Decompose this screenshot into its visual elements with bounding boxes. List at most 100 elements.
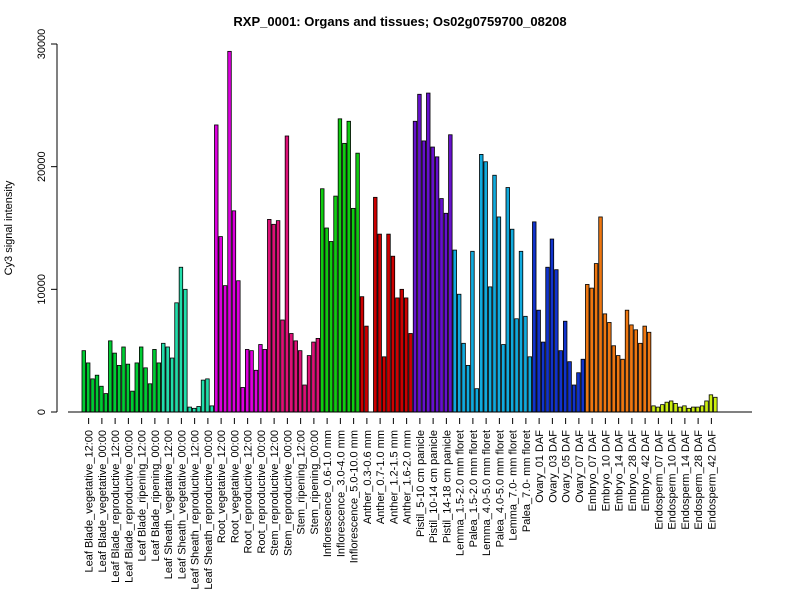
- bar: [598, 216, 603, 413]
- x-tick-label: Anther_1.2-1.5 mm: [388, 430, 400, 524]
- x-tick-label: Palea_4.0-5.0 mm floret: [494, 430, 506, 547]
- x-tick-label: Anther_1.6-2.0 mm: [402, 430, 414, 524]
- bar: [470, 250, 475, 413]
- x-tick-label: Endosperm_07 DAF: [653, 430, 665, 530]
- bar: [540, 341, 546, 413]
- bar: [624, 309, 630, 413]
- bar: [333, 195, 338, 413]
- bar: [660, 404, 665, 413]
- chart-title: RXP_0001: Organs and tissues; Os02g07597…: [233, 14, 566, 29]
- bar: [214, 124, 219, 413]
- bar: [518, 250, 524, 413]
- bar: [156, 362, 162, 413]
- bar: [134, 362, 139, 413]
- bar: [426, 92, 431, 413]
- bar: [404, 297, 409, 413]
- x-tick-label: Palea_7.0- mm floret: [521, 430, 533, 532]
- bar: [408, 333, 413, 413]
- x-tick-label: Embryo_42 DAF: [640, 430, 652, 512]
- bar: [284, 135, 290, 413]
- bar: [686, 407, 692, 413]
- x-tick-label: Endosperm_14 DAF: [680, 430, 692, 530]
- bar: [81, 350, 86, 413]
- x-axis: Leaf Blade_vegetative_12:00 Leaf Blade_ve…: [68, 411, 752, 590]
- x-tick-label: Leaf Sheath_vegetative_00:00: [176, 430, 188, 579]
- bar: [532, 221, 537, 413]
- bar: [381, 356, 387, 413]
- x-tick-label: Stem_ripening_12:00: [296, 430, 308, 535]
- x-tick-label: Leaf Blade_reproductive_00:00: [123, 430, 135, 583]
- x-tick-label: Lemma_4.0-5.0 mm floret: [481, 430, 493, 556]
- bar: [99, 385, 104, 413]
- bar: [536, 309, 541, 413]
- bar: [86, 362, 91, 413]
- x-tick-label: Endosperm_10 DAF: [667, 430, 679, 530]
- bar: [510, 228, 515, 413]
- bar: [633, 329, 639, 413]
- x-tick-label: Palea_1.5-2.0 mm floret: [468, 430, 480, 547]
- bar: [258, 344, 263, 413]
- bar: [505, 187, 510, 413]
- bar: [205, 378, 210, 413]
- x-tick-label: Stem_ripening_00:00: [309, 430, 321, 535]
- bar: [638, 342, 643, 413]
- bar: [373, 196, 378, 413]
- bar: [421, 140, 427, 413]
- bar: [461, 342, 466, 413]
- y-tick-label: 20000: [36, 151, 48, 182]
- bar: [196, 406, 201, 413]
- bar: [324, 227, 329, 413]
- x-tick-label: Root_reproductive_12:00: [243, 430, 255, 554]
- bar: [616, 355, 621, 413]
- bar: [514, 318, 519, 413]
- bar: [315, 337, 321, 413]
- x-tick-label: Root_vegetative_00:00: [229, 430, 241, 543]
- bar: [351, 207, 356, 413]
- x-tick-label: Leaf Sheath_reproductive_00:00: [203, 430, 215, 590]
- bar: [121, 346, 126, 413]
- bar: [253, 369, 259, 413]
- bar: [275, 220, 281, 413]
- bar: [682, 405, 687, 413]
- bar: [183, 288, 188, 413]
- bar: [337, 118, 343, 413]
- bar: [395, 297, 400, 413]
- bars: [81, 50, 718, 413]
- bar: [523, 315, 528, 413]
- bar: [240, 387, 245, 413]
- bar: [152, 349, 157, 413]
- y-tick-label: 30000: [36, 29, 48, 60]
- bar: [563, 320, 568, 413]
- x-tick-label: Inflorescence_3.0-4.0 mm: [335, 430, 347, 557]
- bar: [664, 401, 669, 413]
- x-tick-label: Embryo_10 DAF: [600, 430, 612, 512]
- bar: [139, 346, 144, 413]
- bar: [713, 396, 718, 413]
- bar: [143, 367, 148, 413]
- bar: [501, 344, 506, 413]
- y-tick-label: 0: [36, 409, 48, 415]
- bar: [452, 249, 457, 413]
- bar: [386, 233, 391, 413]
- bar: [607, 322, 612, 413]
- bar: [116, 364, 122, 413]
- bar: [673, 403, 678, 413]
- bar: [161, 342, 166, 413]
- bar: [192, 407, 197, 413]
- x-tick-label: Ovary_05 DAF: [561, 430, 573, 503]
- bar: [483, 161, 488, 413]
- bar: [479, 153, 484, 413]
- bar: [474, 388, 480, 413]
- bar: [130, 390, 135, 413]
- bar: [174, 302, 179, 413]
- bar: [289, 333, 294, 413]
- x-tick-label: Endosperm_28 DAF: [693, 430, 705, 530]
- bar: [364, 325, 369, 413]
- x-tick-label: Anther_0.3-0.6 mm: [362, 430, 374, 524]
- bar: [704, 400, 709, 413]
- bar: [496, 216, 502, 413]
- x-tick-label: Ovary_07 DAF: [574, 430, 586, 503]
- bar: [169, 357, 175, 413]
- x-tick-label: Leaf Blade_reproductive_12:00: [110, 430, 122, 583]
